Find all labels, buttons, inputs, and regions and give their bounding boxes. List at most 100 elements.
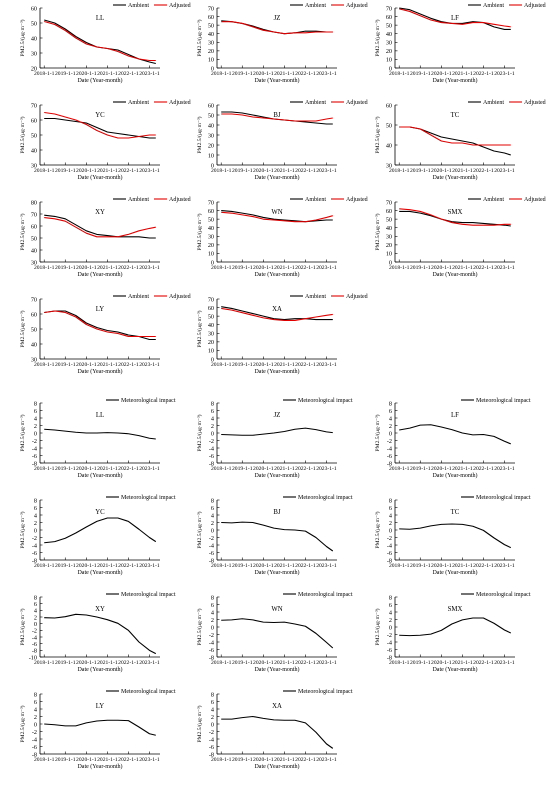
y-tick-label: -2 — [32, 729, 37, 736]
x-tick-label: 2021-1-1 — [452, 563, 473, 569]
x-tick-label: 2023-1-1 — [139, 71, 160, 77]
y-tick-label: -2 — [209, 632, 214, 639]
x-tick-label: 2018-1-1 — [211, 466, 232, 472]
y-tick-label: 70 — [386, 5, 392, 12]
y-tick-label: 2 — [389, 423, 392, 430]
x-tick-label: 2021-1-1 — [97, 265, 118, 271]
y-tick-label: 8 — [211, 400, 214, 407]
x-tick-label: 2023-1-1 — [139, 563, 160, 569]
series-line-ambient — [221, 306, 333, 321]
x-tick-label: 2021-1-1 — [97, 466, 118, 472]
y-tick-label: -6 — [209, 453, 214, 460]
legend-label-adjusted: Adjusted — [169, 100, 191, 106]
legend: Ambient Adjusted — [468, 197, 546, 203]
series-line-meteorological-impact — [221, 618, 334, 649]
y-tick-label: 6 — [389, 505, 392, 512]
panel-title: BJ — [273, 509, 281, 516]
y-tick-label: 30 — [208, 234, 214, 241]
y-tick-label: 50 — [386, 216, 392, 223]
x-tick-label: 2018-1-1 — [211, 660, 232, 666]
y-tick-label: 2 — [211, 520, 214, 527]
y-axis-label: PM2.5/(μg·m⁻³) — [19, 511, 26, 548]
y-tick-label: -8 — [32, 648, 37, 655]
x-tick-label: 2020-1-1 — [431, 71, 452, 77]
legend-label-met: Meteorological impact — [121, 398, 176, 404]
y-tick-label: 50 — [31, 326, 37, 333]
x-tick-label: 2018-1-1 — [211, 265, 232, 271]
legend-label-adjusted: Adjusted — [346, 100, 368, 106]
panel-title: TC — [451, 112, 460, 119]
x-tick-label: 2018-1-1 — [389, 466, 410, 472]
x-tick-label: 2022-1-1 — [118, 563, 139, 569]
panel-title: XA — [272, 703, 282, 710]
y-tick-label: 70 — [208, 5, 214, 12]
panel-LY: 30 40 50 60 70 2018-1-1 2019-1-1 2020-1-1 2021-1… — [19, 294, 191, 375]
x-axis-label: Date (Year-month) — [77, 569, 122, 576]
legend-label-ambient: Ambient — [128, 197, 149, 203]
legend: Meteorological impact — [283, 592, 353, 598]
y-tick-label: 50 — [208, 112, 214, 119]
y-tick-label: -6 — [209, 550, 214, 557]
x-tick-label: 2019-1-1 — [55, 660, 76, 666]
y-axis-label: PM2.5/(μg·m⁻³) — [19, 19, 26, 56]
y-tick-label: -2 — [387, 632, 392, 639]
x-tick-label: 2020-1-1 — [431, 563, 452, 569]
y-tick-label: 4 — [211, 609, 214, 616]
y-tick-label: 4 — [34, 415, 37, 422]
y-tick-label: 4 — [211, 415, 214, 422]
y-tick-label: 0 — [211, 162, 214, 169]
x-tick-label: 2020-1-1 — [76, 265, 97, 271]
y-axis-label: PM2.5/(μg·m⁻³) — [196, 511, 203, 548]
y-tick-label: 30 — [31, 50, 37, 57]
x-tick-label: 2019-1-1 — [55, 563, 76, 569]
y-tick-label: 4 — [211, 706, 214, 713]
y-tick-label: 70 — [31, 296, 37, 303]
y-tick-label: 0 — [211, 527, 214, 534]
x-tick-label: 2018-1-1 — [34, 660, 55, 666]
x-tick-label: 2022-1-1 — [295, 466, 316, 472]
series-line-ambient — [399, 126, 511, 156]
x-tick-label: 2018-1-1 — [211, 362, 232, 368]
y-tick-label: 0 — [389, 430, 392, 437]
y-tick-label: 60 — [386, 14, 392, 21]
y-tick-label: 70 — [208, 199, 214, 206]
legend: Ambient Adjusted — [468, 100, 546, 106]
y-tick-label: 2 — [211, 423, 214, 430]
y-tick-label: 30 — [31, 259, 37, 266]
series-line-meteorological-impact — [399, 617, 512, 637]
x-tick-label: 2019-1-1 — [410, 660, 431, 666]
x-tick-label: 2019-1-1 — [55, 265, 76, 271]
y-tick-label: -8 — [32, 557, 37, 564]
y-tick-label: 0 — [389, 259, 392, 266]
x-axis-label: Date (Year-month) — [254, 174, 299, 181]
x-tick-label: 2022-1-1 — [295, 660, 316, 666]
x-tick-label: 2020-1-1 — [76, 563, 97, 569]
legend: Ambient Adjusted — [113, 294, 191, 300]
series-line-adjusted — [221, 21, 333, 35]
x-tick-label: 2023-1-1 — [494, 563, 515, 569]
x-tick-label: 2022-1-1 — [295, 168, 316, 174]
x-tick-label: 2018-1-1 — [34, 362, 55, 368]
y-tick-label: 6 — [211, 408, 214, 415]
x-tick-label: 2022-1-1 — [295, 265, 316, 271]
x-axis-label: Date (Year-month) — [254, 763, 299, 770]
y-tick-label: 0 — [211, 721, 214, 728]
y-tick-label: 40 — [208, 31, 214, 38]
x-tick-label: 2018-1-1 — [34, 563, 55, 569]
y-tick-label: -4 — [32, 634, 37, 641]
y-tick-label: 0 — [34, 430, 37, 437]
y-tick-label: -2 — [209, 729, 214, 736]
y-tick-label: 30 — [386, 234, 392, 241]
x-tick-label: 2018-1-1 — [211, 71, 232, 77]
x-tick-label: 2023-1-1 — [494, 168, 515, 174]
panel-XY: 30 40 50 60 70 80 2018-1-1 2019-1-1 2020-1-1 2021… — [19, 197, 191, 278]
y-tick-label: -2 — [209, 535, 214, 542]
y-tick-label: -8 — [209, 751, 214, 758]
y-tick-label: -8 — [209, 460, 214, 467]
y-tick-label: 40 — [208, 322, 214, 329]
panel-title: TC — [451, 509, 460, 516]
y-tick-label: 30 — [31, 162, 37, 169]
series-line-adjusted — [221, 113, 333, 122]
x-axis-label: Date (Year-month) — [254, 368, 299, 375]
